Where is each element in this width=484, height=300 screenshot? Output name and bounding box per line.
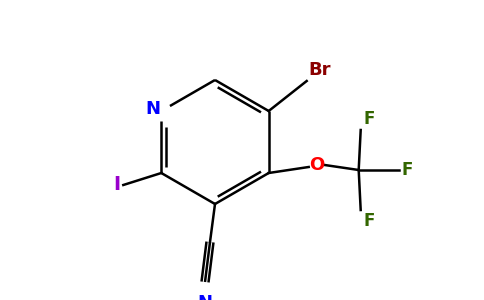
- Text: Br: Br: [309, 61, 331, 79]
- Text: F: F: [363, 212, 375, 230]
- Text: O: O: [309, 156, 324, 174]
- Text: F: F: [402, 161, 413, 179]
- Text: N: N: [146, 100, 161, 118]
- Text: N: N: [197, 294, 212, 300]
- Text: I: I: [113, 176, 121, 194]
- Text: F: F: [363, 110, 375, 128]
